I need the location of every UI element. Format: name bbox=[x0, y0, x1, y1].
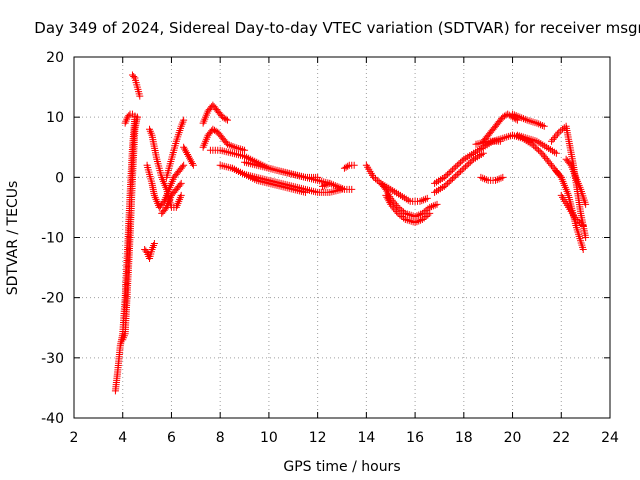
data-point-markers bbox=[141, 240, 158, 263]
series-arc-17 bbox=[319, 179, 356, 193]
y-axis-label: SDTVAR / TECUs bbox=[5, 181, 21, 296]
x-axis-label: GPS time / hours bbox=[283, 459, 400, 475]
series-arc-15 bbox=[228, 164, 346, 196]
series-arc-12 bbox=[199, 125, 249, 154]
series-arc-03 bbox=[121, 110, 141, 127]
series-arc-27 bbox=[509, 110, 548, 130]
series-arc-31 bbox=[552, 167, 587, 254]
y-tick-label: -20 bbox=[41, 291, 64, 307]
x-tick-label: 24 bbox=[601, 430, 619, 446]
x-tick-label: 8 bbox=[216, 430, 225, 446]
series-arc-09 bbox=[163, 116, 188, 181]
series-arc-29 bbox=[513, 131, 560, 157]
series-arc-19 bbox=[362, 161, 431, 205]
data-point-markers bbox=[472, 137, 504, 148]
series-arc-28 bbox=[509, 131, 565, 181]
series-arc-21 bbox=[382, 191, 434, 226]
series-arc-33 bbox=[557, 191, 587, 229]
data-point-markers bbox=[362, 161, 431, 205]
chart-title: Day 349 of 2024, Sidereal Day-to-day VTE… bbox=[34, 19, 640, 37]
series-arc-04 bbox=[128, 71, 144, 100]
series-arc-32 bbox=[562, 155, 590, 208]
x-tick-label: 14 bbox=[357, 430, 375, 446]
series-arc-18 bbox=[340, 161, 358, 172]
series-arc-20 bbox=[377, 179, 441, 220]
data-point-markers bbox=[180, 143, 197, 169]
series-arc-02 bbox=[119, 113, 141, 344]
y-tick-label: 10 bbox=[46, 110, 64, 126]
y-tick-label: -10 bbox=[41, 231, 64, 247]
y-tick-label: -30 bbox=[41, 351, 64, 367]
y-tick-label: 20 bbox=[46, 50, 64, 66]
x-tick-label: 6 bbox=[167, 430, 176, 446]
series-arc-25 bbox=[472, 137, 504, 148]
series-arc-10 bbox=[180, 143, 197, 169]
data-point-markers bbox=[557, 191, 587, 229]
plot-frame bbox=[73, 56, 611, 419]
data-point-markers bbox=[228, 164, 346, 196]
data-point-markers bbox=[477, 173, 507, 184]
data-point-markers bbox=[158, 179, 185, 217]
series-arc-05 bbox=[141, 240, 158, 263]
data-point-markers bbox=[509, 131, 565, 181]
data-point-markers bbox=[431, 131, 517, 187]
series-arc-08 bbox=[158, 179, 185, 217]
data-point-markers bbox=[382, 191, 434, 226]
data-point-markers bbox=[199, 101, 231, 127]
y-tick-label: 0 bbox=[55, 170, 64, 186]
data-point-markers bbox=[562, 155, 590, 208]
x-tick-label: 4 bbox=[118, 430, 127, 446]
x-tick-label: 10 bbox=[260, 430, 278, 446]
data-point-markers bbox=[199, 125, 249, 154]
data-point-markers bbox=[163, 116, 188, 181]
data-point-markers bbox=[241, 158, 334, 187]
data-point-markers bbox=[513, 131, 560, 157]
data-point-markers bbox=[377, 179, 441, 220]
data-point-markers bbox=[509, 110, 548, 130]
y-tick-label: -40 bbox=[41, 411, 64, 427]
series-arc-22 bbox=[431, 131, 517, 187]
series-arc-23 bbox=[431, 149, 487, 196]
series-arc-16 bbox=[241, 158, 334, 187]
x-tick-label: 22 bbox=[552, 430, 570, 446]
data-points bbox=[111, 71, 590, 395]
x-tick-label: 2 bbox=[70, 430, 79, 446]
data-point-markers bbox=[119, 113, 141, 344]
grid bbox=[74, 57, 610, 418]
data-point-markers bbox=[340, 161, 358, 172]
data-point-markers bbox=[552, 167, 587, 254]
x-tick-label: 20 bbox=[504, 430, 522, 446]
data-point-markers bbox=[128, 71, 144, 100]
series-arc-26 bbox=[477, 173, 507, 184]
data-point-markers bbox=[431, 149, 487, 196]
data-point-markers bbox=[319, 179, 356, 193]
x-tick-label: 12 bbox=[309, 430, 327, 446]
x-tick-label: 18 bbox=[455, 430, 473, 446]
data-point-markers bbox=[121, 110, 141, 127]
series-arc-11 bbox=[199, 101, 231, 127]
x-tick-label: 16 bbox=[406, 430, 424, 446]
